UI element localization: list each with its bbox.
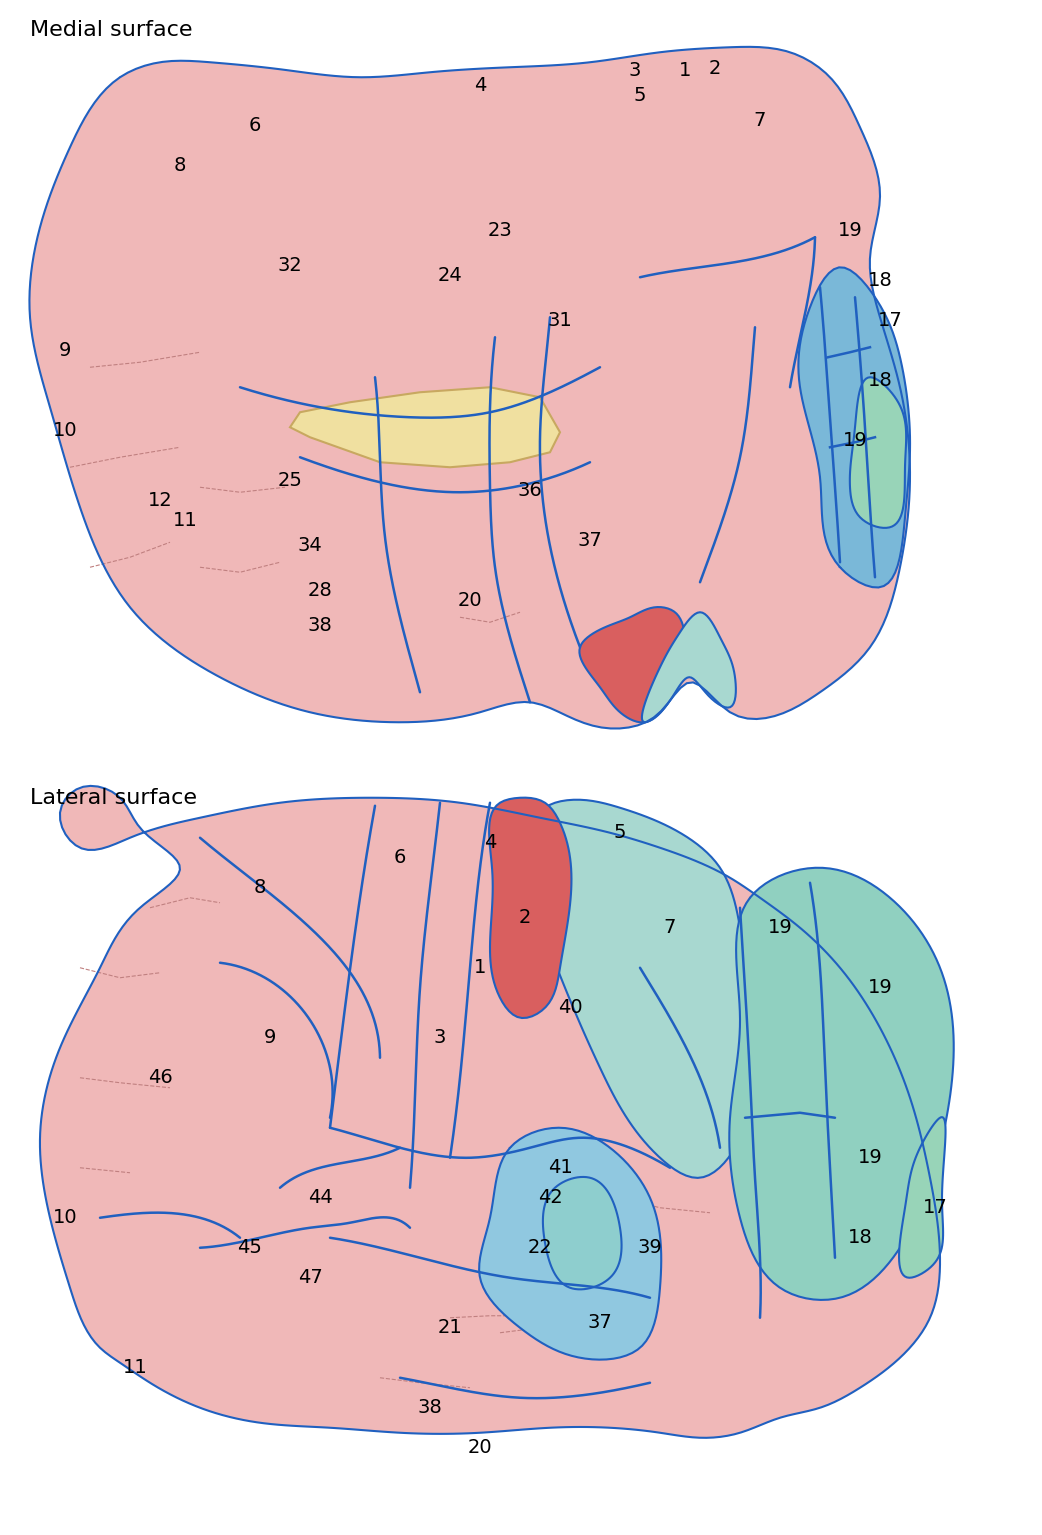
Text: 7: 7 bbox=[753, 111, 766, 130]
Polygon shape bbox=[850, 378, 907, 528]
Polygon shape bbox=[40, 786, 940, 1438]
Text: 17: 17 bbox=[922, 1199, 947, 1217]
Text: 37: 37 bbox=[588, 1314, 613, 1332]
Text: 6: 6 bbox=[249, 115, 262, 135]
Text: 36: 36 bbox=[518, 480, 543, 500]
Polygon shape bbox=[729, 867, 953, 1300]
Text: 46: 46 bbox=[148, 1068, 172, 1087]
Text: 7: 7 bbox=[664, 918, 676, 938]
Text: 10: 10 bbox=[53, 421, 77, 439]
Text: 3: 3 bbox=[433, 1028, 446, 1047]
Text: 9: 9 bbox=[58, 341, 71, 359]
Text: 37: 37 bbox=[577, 531, 602, 550]
Polygon shape bbox=[579, 606, 686, 723]
Polygon shape bbox=[527, 800, 750, 1177]
Text: 9: 9 bbox=[264, 1028, 276, 1047]
Text: 6: 6 bbox=[394, 849, 406, 867]
Text: 40: 40 bbox=[557, 998, 582, 1018]
Text: 1: 1 bbox=[678, 61, 691, 80]
Text: 38: 38 bbox=[418, 1398, 443, 1417]
Text: 18: 18 bbox=[868, 270, 892, 290]
Polygon shape bbox=[642, 612, 736, 723]
Text: 19: 19 bbox=[858, 1148, 883, 1167]
Text: 18: 18 bbox=[868, 371, 892, 390]
Text: 22: 22 bbox=[527, 1239, 552, 1257]
Text: 24: 24 bbox=[438, 266, 463, 286]
Polygon shape bbox=[899, 1117, 945, 1277]
Text: 18: 18 bbox=[847, 1228, 872, 1248]
Text: 28: 28 bbox=[307, 580, 332, 600]
Polygon shape bbox=[479, 1128, 662, 1360]
Text: 19: 19 bbox=[838, 221, 863, 239]
Text: 4: 4 bbox=[474, 75, 487, 95]
Text: 38: 38 bbox=[307, 616, 332, 635]
Text: 8: 8 bbox=[254, 878, 266, 898]
Text: Lateral surface: Lateral surface bbox=[30, 787, 197, 807]
Polygon shape bbox=[798, 267, 910, 588]
Polygon shape bbox=[489, 798, 571, 1018]
Text: 42: 42 bbox=[538, 1188, 563, 1207]
Text: 5: 5 bbox=[634, 86, 646, 104]
Text: 2: 2 bbox=[519, 909, 531, 927]
Polygon shape bbox=[290, 387, 560, 467]
Text: 12: 12 bbox=[148, 491, 172, 510]
Text: 8: 8 bbox=[174, 155, 187, 175]
Polygon shape bbox=[29, 48, 910, 729]
Text: 25: 25 bbox=[277, 471, 302, 490]
Text: 41: 41 bbox=[548, 1159, 572, 1177]
Text: 32: 32 bbox=[277, 256, 302, 275]
Polygon shape bbox=[543, 1177, 622, 1289]
Text: 2: 2 bbox=[709, 58, 721, 78]
Text: 47: 47 bbox=[298, 1268, 322, 1288]
Text: Medial surface: Medial surface bbox=[30, 20, 193, 40]
Text: 19: 19 bbox=[843, 431, 867, 450]
Text: 34: 34 bbox=[298, 536, 322, 554]
Text: 11: 11 bbox=[123, 1358, 147, 1377]
Text: 39: 39 bbox=[638, 1239, 663, 1257]
Text: 5: 5 bbox=[614, 823, 626, 843]
Text: 20: 20 bbox=[457, 591, 482, 609]
Text: 3: 3 bbox=[628, 61, 641, 80]
Text: 31: 31 bbox=[548, 310, 572, 330]
Text: 17: 17 bbox=[877, 310, 902, 330]
Text: 11: 11 bbox=[173, 511, 197, 530]
Text: 19: 19 bbox=[768, 918, 792, 938]
Text: 45: 45 bbox=[238, 1239, 263, 1257]
Text: 19: 19 bbox=[868, 978, 892, 998]
Text: 21: 21 bbox=[438, 1319, 463, 1337]
Text: 44: 44 bbox=[307, 1188, 332, 1207]
Text: 4: 4 bbox=[483, 834, 496, 852]
Text: 23: 23 bbox=[488, 221, 513, 239]
Text: 1: 1 bbox=[474, 958, 487, 978]
Text: 20: 20 bbox=[468, 1438, 492, 1457]
Text: 10: 10 bbox=[53, 1208, 77, 1228]
